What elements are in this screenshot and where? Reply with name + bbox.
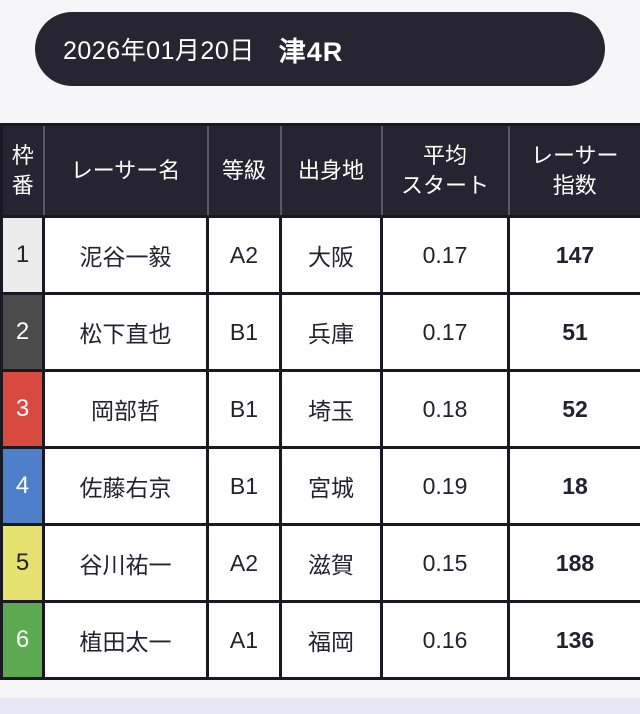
avg-start-cell: 0.17 [380, 292, 510, 372]
avg-start-cell: 0.19 [380, 446, 510, 526]
origin-cell: 大阪 [279, 215, 383, 295]
racer-name-cell: 谷川祐一 [42, 523, 209, 603]
avg-start-cell: 0.16 [380, 600, 510, 680]
origin-cell: 宮城 [279, 446, 383, 526]
frame-number-cell: 3 [0, 369, 45, 449]
grade-cell: A2 [206, 523, 282, 603]
race-title-bar: 2026年01月20日 津4R [35, 12, 605, 86]
racer-name-cell: 泥谷一毅 [42, 215, 209, 295]
frame-number-cell: 1 [0, 215, 45, 295]
grade-cell: A1 [206, 600, 282, 680]
col-header-racer-index: レーサー 指数 [507, 124, 640, 218]
avg-start-cell: 0.18 [380, 369, 510, 449]
origin-cell: 福岡 [279, 600, 383, 680]
racer-name-cell: 植田太一 [42, 600, 209, 680]
table-row: 6 植田太一 A1 福岡 0.16 136 [0, 600, 640, 680]
racer-name-cell: 岡部哲 [42, 369, 209, 449]
racer-name-cell: 松下直也 [42, 292, 209, 372]
table-row: 2 松下直也 B1 兵庫 0.17 51 [0, 292, 640, 372]
avg-start-cell: 0.17 [380, 215, 510, 295]
racer-index-cell: 147 [507, 215, 640, 295]
grade-cell: A2 [206, 215, 282, 295]
racer-name-cell: 佐藤右京 [42, 446, 209, 526]
origin-cell: 滋賀 [279, 523, 383, 603]
page-bottom-strip [0, 698, 640, 714]
col-header-frame-number: 枠 番 [0, 124, 44, 218]
col-header-origin: 出身地 [279, 124, 382, 218]
frame-number-cell: 4 [0, 446, 45, 526]
origin-cell: 埼玉 [279, 369, 383, 449]
table-row: 5 谷川祐一 A2 滋賀 0.15 188 [0, 523, 640, 603]
origin-cell: 兵庫 [279, 292, 383, 372]
frame-number-cell: 5 [0, 523, 45, 603]
racer-index-cell: 136 [507, 600, 640, 680]
grade-cell: B1 [206, 292, 282, 372]
racer-index-cell: 188 [507, 523, 640, 603]
table-row: 3 岡部哲 B1 埼玉 0.18 52 [0, 369, 640, 449]
col-header-grade: 等級 [206, 124, 281, 218]
frame-number-cell: 6 [0, 600, 45, 680]
col-header-avg-start: 平均 スタート [380, 124, 509, 218]
racer-table: 枠 番 レーサー名 等級 出身地 平均 スタート レーサー 指数 1 [0, 123, 640, 680]
racer-index-cell: 18 [507, 446, 640, 526]
frame-number-cell: 2 [0, 292, 45, 372]
racer-index-cell: 51 [507, 292, 640, 372]
table-row: 1 泥谷一毅 A2 大阪 0.17 147 [0, 215, 640, 295]
avg-start-cell: 0.15 [380, 523, 510, 603]
grade-cell: B1 [206, 369, 282, 449]
table-row: 4 佐藤右京 B1 宮城 0.19 18 [0, 446, 640, 526]
grade-cell: B1 [206, 446, 282, 526]
race-name: 津4R [278, 36, 344, 67]
col-header-racer-name: レーサー名 [42, 124, 208, 218]
racer-index-cell: 52 [507, 369, 640, 449]
table-header-row: 枠 番 レーサー名 等級 出身地 平均 スタート レーサー 指数 [0, 124, 640, 218]
race-date: 2026年01月20日 [63, 37, 255, 65]
